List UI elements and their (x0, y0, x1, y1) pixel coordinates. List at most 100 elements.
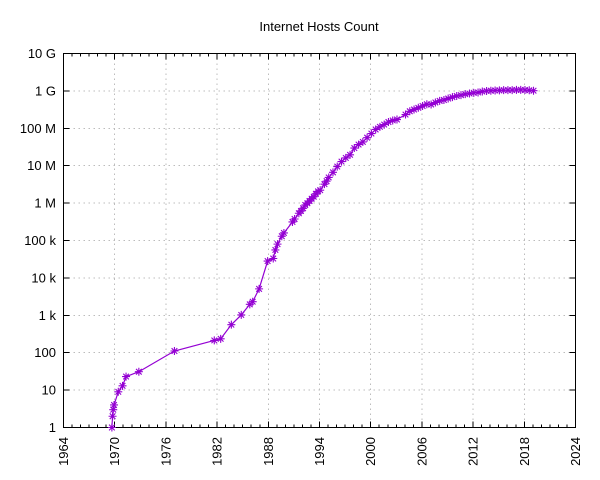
y-tick-label: 10 (42, 383, 56, 398)
axes (63, 53, 576, 428)
data-point-asterisk (263, 257, 272, 266)
data-point-asterisk (508, 86, 517, 95)
data-point-asterisk (401, 110, 410, 119)
data-point-asterisk (354, 140, 363, 149)
y-tick-label: 1 G (35, 83, 56, 98)
data-point-asterisk (405, 107, 414, 116)
data-point-asterisk (414, 103, 423, 112)
data-point-asterisk (320, 180, 329, 189)
data-point-asterisk (392, 115, 401, 124)
data-point-asterisk (255, 284, 264, 293)
y-tick-label: 10 M (27, 158, 56, 173)
y-tick-label: 100 (34, 345, 56, 360)
data-point-asterisk (108, 412, 117, 421)
data-point-asterisk (491, 86, 500, 95)
data-point-asterisk (314, 187, 323, 196)
data-point-asterisk (216, 334, 225, 343)
data-point-asterisk (328, 168, 337, 177)
data-point-asterisk (288, 217, 297, 226)
data-point-asterisk (358, 137, 367, 146)
data-point-asterisk (456, 91, 465, 100)
y-tick-label: 1 (49, 420, 56, 435)
data-point-asterisk (170, 347, 179, 356)
chart-title: Internet Hosts Count (259, 19, 379, 34)
y-tick-label: 10 G (28, 46, 56, 61)
data-point-asterisk (435, 96, 444, 105)
data-point-asterisk (299, 204, 308, 213)
x-tick-label: 2006 (414, 437, 429, 466)
data-point-asterisk (439, 96, 448, 105)
data-point-asterisk (363, 133, 372, 142)
data-point-asterisk (478, 87, 487, 96)
data-point-asterisk (109, 405, 118, 414)
data-point-asterisk (486, 86, 495, 95)
data-point-asterisk (277, 232, 286, 241)
y-tick-label: 10 k (31, 270, 56, 285)
data-point-asterisk (107, 423, 116, 432)
data-point-asterisk (380, 120, 389, 129)
data-point-asterisk (410, 105, 419, 114)
x-tick-label: 1982 (210, 437, 225, 466)
data-point-asterisk (452, 91, 461, 100)
data-point-asterisk (237, 310, 246, 319)
data-point-asterisk (279, 228, 288, 237)
data-point-asterisk (422, 100, 431, 109)
gridlines (63, 53, 576, 428)
data-point-asterisk (448, 93, 457, 102)
data-point-asterisk (337, 157, 346, 166)
data-point-asterisk (269, 254, 278, 263)
data-point-asterisk (316, 186, 325, 195)
data-point-asterisk (290, 214, 299, 223)
x-tick-label: 2024 (568, 437, 583, 466)
data-point-asterisk (529, 86, 538, 95)
data-point-asterisk (512, 85, 521, 94)
data-point-asterisk (520, 86, 529, 95)
data-point-asterisk (122, 372, 131, 381)
x-tick-label: 1970 (107, 437, 122, 466)
y-tick-label: 1 k (39, 308, 57, 323)
data-point-asterisk (227, 320, 236, 329)
data-point-asterisk (427, 100, 436, 109)
data-point-asterisk (110, 400, 119, 409)
data-point-asterisk (444, 94, 453, 103)
x-tick-labels: 1964 1970 1976 1982 1988 1994 2000 2006 2012 2018… (56, 437, 583, 466)
data-point-asterisk (482, 86, 491, 95)
data-point-asterisk (371, 125, 380, 134)
data-point-asterisk (525, 86, 534, 95)
y-tick-label: 100 M (20, 121, 56, 136)
data-point-asterisk (375, 122, 384, 131)
y-tick-label: 100 k (24, 233, 56, 248)
series-line (111, 89, 534, 428)
data-point-asterisk (499, 86, 508, 95)
data-point-asterisk (210, 336, 219, 345)
data-point-asterisk (431, 98, 440, 107)
data-point-asterisk (388, 116, 397, 125)
data-point-asterisk (461, 90, 470, 99)
data-point-asterisk (324, 173, 333, 182)
x-tick-label: 1994 (312, 437, 327, 466)
data-point-asterisk (367, 129, 376, 138)
x-tick-label: 2012 (466, 437, 481, 466)
data-point-asterisk (333, 162, 342, 171)
data-point-asterisk (516, 85, 525, 94)
data-point-asterisk (118, 381, 127, 390)
x-tick-label: 2000 (363, 437, 378, 466)
data-point-asterisk (273, 240, 282, 249)
data-point-asterisk (418, 101, 427, 110)
data-point-asterisk (248, 297, 257, 306)
y-tick-labels: 1 10 100 1 k 10 k 100 k 1 M 10 M 100 M 1 G 10 G (20, 46, 57, 435)
x-tick-label: 1988 (261, 437, 276, 466)
data-point-asterisk (384, 118, 393, 127)
y-tick-label: 1 M (34, 196, 56, 211)
x-tick-label: 1976 (158, 437, 173, 466)
data-series (107, 85, 538, 432)
data-point-asterisk (474, 88, 483, 97)
data-point-asterisk (503, 86, 512, 95)
data-point-asterisk (134, 367, 143, 376)
data-point-asterisk (465, 89, 474, 98)
data-point-asterisk (341, 153, 350, 162)
x-tick-label: 1964 (56, 437, 71, 466)
data-point-asterisk (322, 177, 331, 186)
